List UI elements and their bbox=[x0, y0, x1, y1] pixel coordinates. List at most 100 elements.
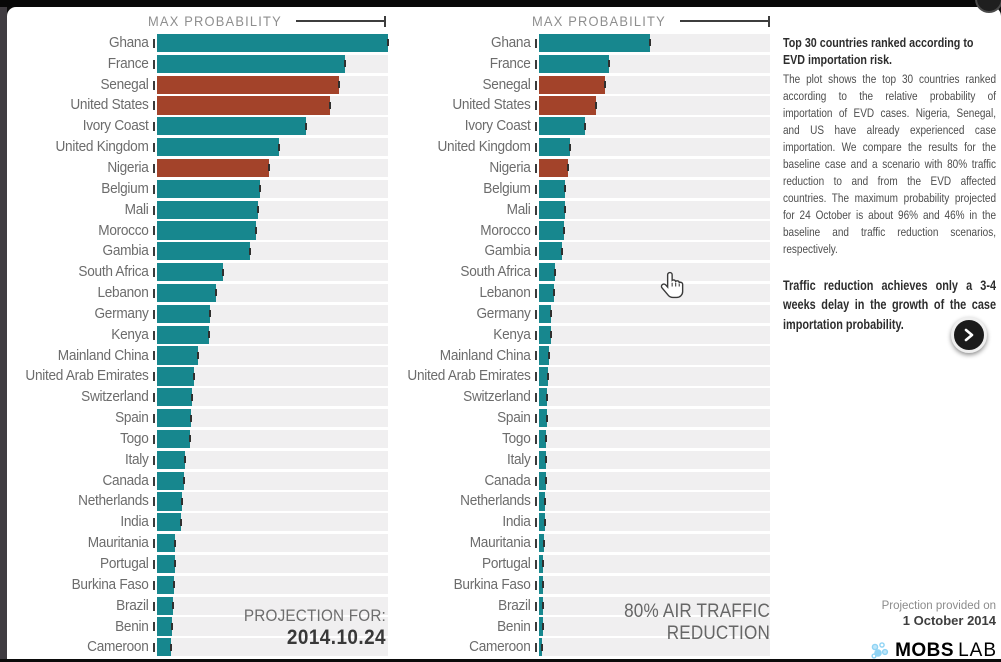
probability-bar[interactable] bbox=[539, 138, 572, 157]
chart-row: Mainland China bbox=[390, 345, 770, 366]
probability-bar[interactable] bbox=[539, 221, 566, 240]
country-label: United Arab Emirates bbox=[25, 368, 149, 385]
probability-bar[interactable] bbox=[539, 367, 550, 386]
probability-bar[interactable] bbox=[157, 554, 177, 574]
chart-row: Cameroon bbox=[390, 637, 770, 658]
probability-bar[interactable] bbox=[539, 471, 547, 490]
chart-row: South Africa bbox=[8, 262, 388, 283]
bar-track bbox=[535, 617, 770, 636]
probability-bar[interactable] bbox=[157, 429, 192, 449]
chart-row: Burkina Faso bbox=[8, 574, 388, 595]
probability-bar[interactable] bbox=[157, 33, 389, 53]
probability-bar[interactable] bbox=[539, 638, 544, 657]
probability-bar[interactable] bbox=[157, 200, 260, 219]
probability-bar[interactable] bbox=[539, 596, 545, 615]
probability-bar[interactable] bbox=[157, 304, 211, 323]
chart-row: Italy bbox=[8, 449, 388, 470]
bar-track bbox=[153, 117, 388, 136]
bar-track bbox=[153, 638, 388, 657]
probability-bar[interactable] bbox=[539, 513, 546, 532]
probability-bar[interactable] bbox=[157, 54, 346, 73]
probability-bar[interactable] bbox=[539, 325, 553, 344]
probability-bar[interactable] bbox=[539, 575, 545, 594]
country-label: Morocco bbox=[98, 222, 149, 239]
probability-bar[interactable] bbox=[157, 367, 196, 386]
chart-row: Switzerland bbox=[8, 387, 388, 408]
probability-bar[interactable] bbox=[157, 388, 193, 407]
country-label: Ghana bbox=[491, 34, 531, 51]
next-slide-button[interactable] bbox=[951, 317, 987, 353]
country-label: France bbox=[489, 55, 531, 72]
probability-bar[interactable] bbox=[539, 450, 547, 469]
bar-track bbox=[153, 388, 388, 407]
probability-bar[interactable] bbox=[539, 283, 556, 303]
probability-bar[interactable] bbox=[539, 263, 557, 282]
probability-bar[interactable] bbox=[539, 617, 544, 636]
axis-header-baseline: MAX PROBABILITY bbox=[148, 12, 386, 30]
probability-bar[interactable] bbox=[157, 325, 210, 344]
probability-bar[interactable] bbox=[157, 513, 183, 532]
probability-bar[interactable] bbox=[157, 575, 175, 594]
probability-bar[interactable] bbox=[539, 96, 597, 115]
probability-bar[interactable] bbox=[157, 138, 280, 157]
country-label: United Kingdom bbox=[55, 139, 149, 156]
chart-row: Mauritania bbox=[390, 533, 770, 554]
chart-row: Brazil bbox=[8, 595, 388, 616]
probability-bar[interactable] bbox=[157, 638, 173, 657]
country-label: South Africa bbox=[78, 264, 149, 281]
probability-bar[interactable] bbox=[157, 263, 225, 282]
bar-track bbox=[535, 283, 770, 303]
probability-bar[interactable] bbox=[539, 33, 651, 53]
mobs-lab-logo[interactable]: MOBS LAB bbox=[800, 640, 997, 662]
probability-bar[interactable] bbox=[157, 596, 175, 615]
country-label: Spain bbox=[115, 410, 149, 427]
probability-bar[interactable] bbox=[539, 242, 564, 261]
probability-bar[interactable] bbox=[539, 75, 607, 94]
probability-bar[interactable] bbox=[157, 283, 217, 303]
country-label: South Africa bbox=[460, 264, 531, 281]
country-label: India bbox=[502, 514, 531, 531]
country-label: Ivory Coast bbox=[82, 118, 149, 135]
chart-row: Brazil bbox=[390, 595, 770, 616]
chart-row: Lebanon bbox=[8, 283, 388, 304]
chart-row: Ghana bbox=[390, 33, 770, 54]
probability-bar[interactable] bbox=[539, 492, 546, 511]
probability-bar[interactable] bbox=[539, 554, 545, 574]
probability-bar[interactable] bbox=[539, 534, 546, 553]
chart-row: Benin bbox=[8, 616, 388, 637]
probability-bar[interactable] bbox=[157, 179, 262, 198]
probability-bar[interactable] bbox=[157, 158, 270, 178]
reduction-caption: 80% AIR TRAFFIC REDUCTION bbox=[540, 601, 770, 645]
bar-track bbox=[153, 221, 388, 240]
probability-bar[interactable] bbox=[157, 75, 340, 94]
probability-bar[interactable] bbox=[157, 96, 332, 115]
probability-bar[interactable] bbox=[539, 304, 553, 323]
country-label: Portugal bbox=[482, 556, 531, 573]
probability-bar[interactable] bbox=[157, 617, 174, 636]
probability-bar[interactable] bbox=[157, 346, 199, 365]
probability-bar[interactable] bbox=[157, 450, 187, 469]
probability-bar[interactable] bbox=[157, 534, 177, 553]
probability-bar[interactable] bbox=[157, 221, 257, 240]
chart-baseline: Ghana France Senegal United States Ivory Coa… bbox=[8, 33, 389, 658]
probability-bar[interactable] bbox=[539, 346, 551, 365]
chart-reduction: Ghana France Senegal United States Ivory Coa… bbox=[390, 33, 770, 658]
probability-bar[interactable] bbox=[539, 429, 548, 449]
chart-row: Mainland China bbox=[8, 345, 388, 366]
probability-bar[interactable] bbox=[157, 242, 251, 261]
country-label: Italy bbox=[506, 451, 531, 468]
probability-bar[interactable] bbox=[539, 409, 548, 428]
bar-track bbox=[535, 367, 770, 386]
probability-bar[interactable] bbox=[539, 54, 610, 73]
bar-track bbox=[535, 75, 770, 94]
probability-bar[interactable] bbox=[157, 117, 308, 136]
probability-bar[interactable] bbox=[539, 117, 586, 136]
probability-bar[interactable] bbox=[157, 409, 192, 428]
bar-track bbox=[535, 492, 770, 511]
probability-bar[interactable] bbox=[539, 200, 566, 219]
probability-bar[interactable] bbox=[539, 158, 569, 178]
probability-bar[interactable] bbox=[157, 471, 186, 490]
probability-bar[interactable] bbox=[157, 492, 184, 511]
probability-bar[interactable] bbox=[539, 179, 567, 198]
probability-bar[interactable] bbox=[539, 388, 549, 407]
